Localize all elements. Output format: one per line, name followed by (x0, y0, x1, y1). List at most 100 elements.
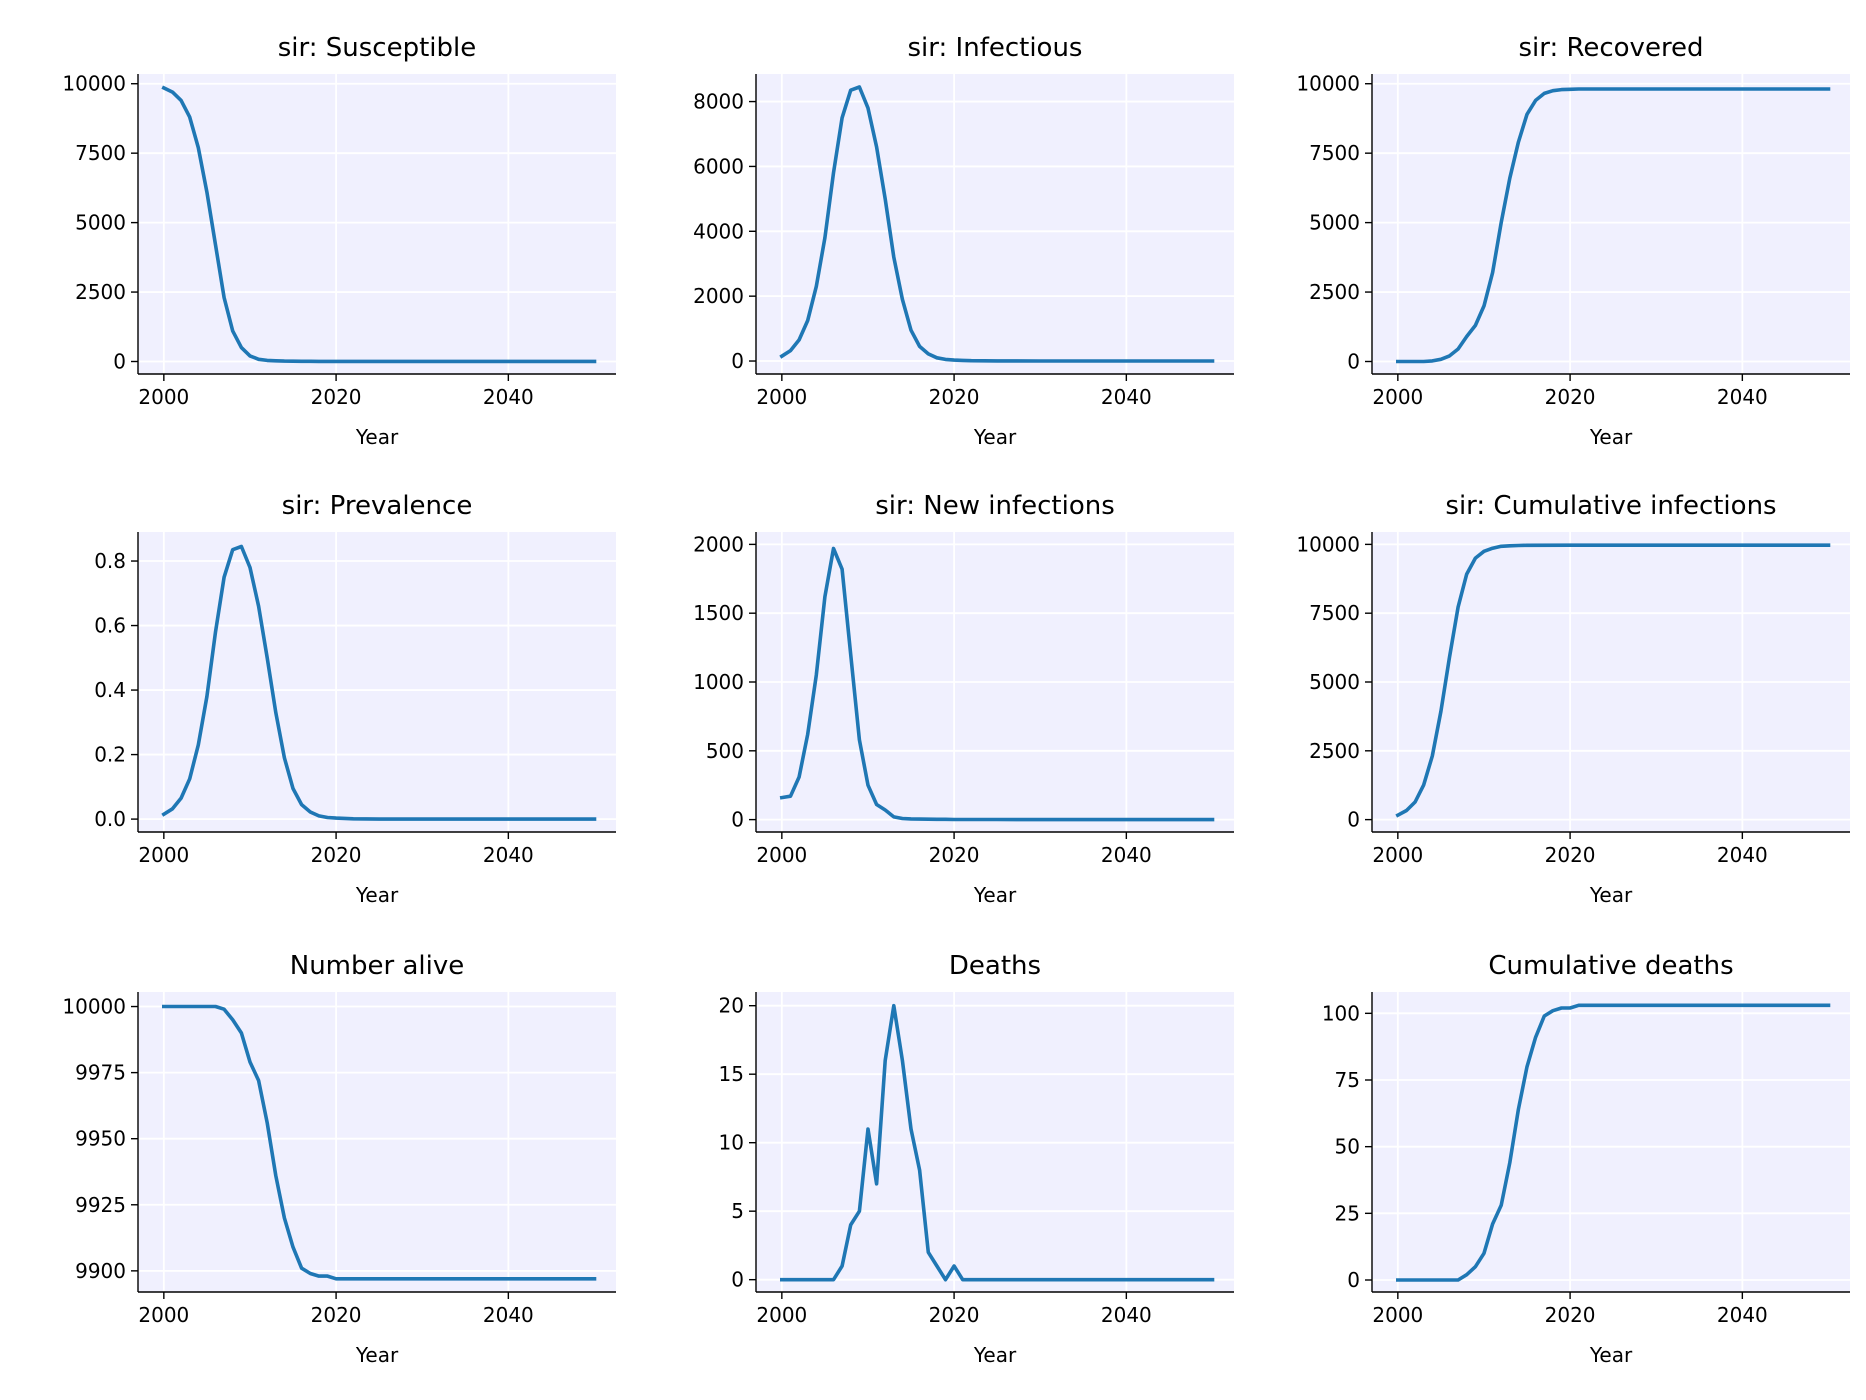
y-tick-label: 9900 (75, 1259, 126, 1283)
plot-area (756, 74, 1234, 374)
y-tick-label: 10000 (62, 72, 126, 96)
x-tick-label: 2020 (311, 1303, 362, 1327)
y-tick-label: 10000 (1296, 532, 1360, 556)
x-tick-label: 2040 (1101, 385, 1152, 409)
plot-area (1372, 74, 1850, 374)
x-axis-label: Year (973, 425, 1017, 449)
x-tick-label: 2040 (1717, 385, 1768, 409)
subplot-8: 2000 2020 2040 0 5 10 15 20 Deaths Year (719, 951, 1234, 1367)
x-tick-label: 2020 (1545, 385, 1596, 409)
y-tick-label: 0 (731, 1268, 744, 1292)
x-tick-label: 2000 (756, 843, 807, 867)
x-tick-label: 2020 (311, 843, 362, 867)
y-tick-label: 6000 (693, 154, 744, 178)
y-tick-label: 5 (731, 1199, 744, 1223)
subplot-6: 2000 2020 2040 0 2500 5000 7500 10000 sir: Cumul… (1296, 491, 1850, 907)
y-tick-label: 9975 (75, 1061, 126, 1085)
chart-title: sir: Prevalence (282, 491, 473, 521)
x-axis-label: Year (1589, 425, 1633, 449)
x-tick-label: 2020 (1545, 1303, 1596, 1327)
y-tick-label: 4000 (693, 219, 744, 243)
y-tick-label: 9950 (75, 1127, 126, 1151)
plot-area (138, 74, 616, 374)
x-axis-label: Year (1589, 883, 1633, 907)
x-axis-label: Year (973, 1343, 1017, 1367)
subplot-1: 2000 2020 2040 0 2500 5000 7500 10000 sir: Susce… (62, 33, 616, 449)
y-tick-label: 7500 (1309, 601, 1360, 625)
y-tick-label: 5000 (1309, 670, 1360, 694)
chart-title: Deaths (949, 951, 1041, 981)
chart-title: sir: Susceptible (278, 33, 477, 63)
x-tick-label: 2040 (1101, 843, 1152, 867)
x-tick-label: 2040 (483, 843, 534, 867)
x-tick-label: 2000 (138, 1303, 189, 1327)
series-line (161, 544, 597, 821)
x-axis-label: Year (973, 883, 1017, 907)
x-axis-label: Year (1589, 1343, 1633, 1367)
chart-title: sir: Recovered (1518, 33, 1703, 63)
subplot-9: 2000 2020 2040 0 25 50 75 100 Cumulative deaths Y… (1322, 951, 1850, 1367)
x-tick-label: 2000 (1372, 385, 1423, 409)
chart-title: Number alive (290, 951, 464, 981)
y-tick-label: 0.6 (94, 614, 126, 638)
y-tick-label: 10 (719, 1131, 744, 1155)
series-line (779, 1003, 1215, 1282)
x-tick-label: 2000 (1372, 1303, 1423, 1327)
x-tick-label: 2020 (929, 1303, 980, 1327)
y-tick-label: 2000 (693, 284, 744, 308)
series-line (1396, 1003, 1831, 1282)
y-tick-label: 0 (731, 808, 744, 832)
series-line (162, 1004, 597, 1281)
y-tick-label: 500 (706, 739, 744, 763)
plot-area (138, 992, 616, 1292)
y-tick-label: 25 (1335, 1201, 1360, 1225)
y-tick-label: 9925 (75, 1193, 126, 1217)
x-tick-label: 2020 (311, 385, 362, 409)
x-tick-label: 2040 (1101, 1303, 1152, 1327)
y-tick-label: 100 (1322, 1001, 1360, 1025)
series-line (779, 85, 1215, 363)
series-line (779, 546, 1215, 822)
x-tick-label: 2000 (1372, 843, 1423, 867)
x-axis-label: Year (355, 1343, 399, 1367)
y-tick-label: 7500 (75, 141, 126, 165)
x-tick-label: 2040 (1717, 843, 1768, 867)
subplot-4: 2000 2020 2040 0.0 0.2 0.4 0.6 0.8 sir: Prevalen… (94, 491, 616, 907)
y-tick-label: 0 (731, 349, 744, 373)
y-tick-label: 2500 (75, 280, 126, 304)
chart-title: Cumulative deaths (1488, 951, 1733, 981)
x-tick-label: 2040 (483, 1303, 534, 1327)
chart-title: sir: Infectious (908, 33, 1083, 63)
y-tick-label: 0.4 (94, 678, 126, 702)
y-tick-label: 2500 (1309, 739, 1360, 763)
y-tick-label: 2500 (1309, 280, 1360, 304)
y-tick-label: 0.2 (94, 743, 126, 767)
x-axis-label: Year (355, 883, 399, 907)
x-tick-label: 2040 (1717, 1303, 1768, 1327)
plot-area (1372, 992, 1850, 1292)
y-tick-label: 10000 (1296, 72, 1360, 96)
y-tick-label: 8000 (693, 90, 744, 114)
y-tick-label: 75 (1335, 1068, 1360, 1092)
y-tick-label: 7500 (1309, 141, 1360, 165)
y-tick-label: 1500 (693, 601, 744, 625)
x-tick-label: 2020 (1545, 843, 1596, 867)
series-line (161, 85, 597, 364)
y-tick-label: 0 (113, 350, 126, 374)
subplot-2: 2000 2020 2040 0 2000 4000 6000 8000 sir: Infect… (693, 33, 1234, 449)
x-tick-label: 2000 (756, 385, 807, 409)
x-tick-label: 2000 (138, 843, 189, 867)
x-tick-label: 2000 (138, 385, 189, 409)
subplot-5: 2000 2020 2040 0 500 1000 1500 2000 sir: New inf… (693, 491, 1234, 907)
y-tick-label: 0.8 (94, 549, 126, 573)
chart-title: sir: Cumulative infections (1445, 491, 1776, 521)
x-tick-label: 2020 (929, 843, 980, 867)
y-tick-label: 15 (719, 1062, 744, 1086)
y-tick-label: 50 (1335, 1135, 1360, 1159)
x-axis-label: Year (355, 425, 399, 449)
chart-title: sir: New infections (875, 491, 1115, 521)
x-tick-label: 2020 (929, 385, 980, 409)
x-tick-label: 2000 (756, 1303, 807, 1327)
y-tick-label: 5000 (1309, 211, 1360, 235)
